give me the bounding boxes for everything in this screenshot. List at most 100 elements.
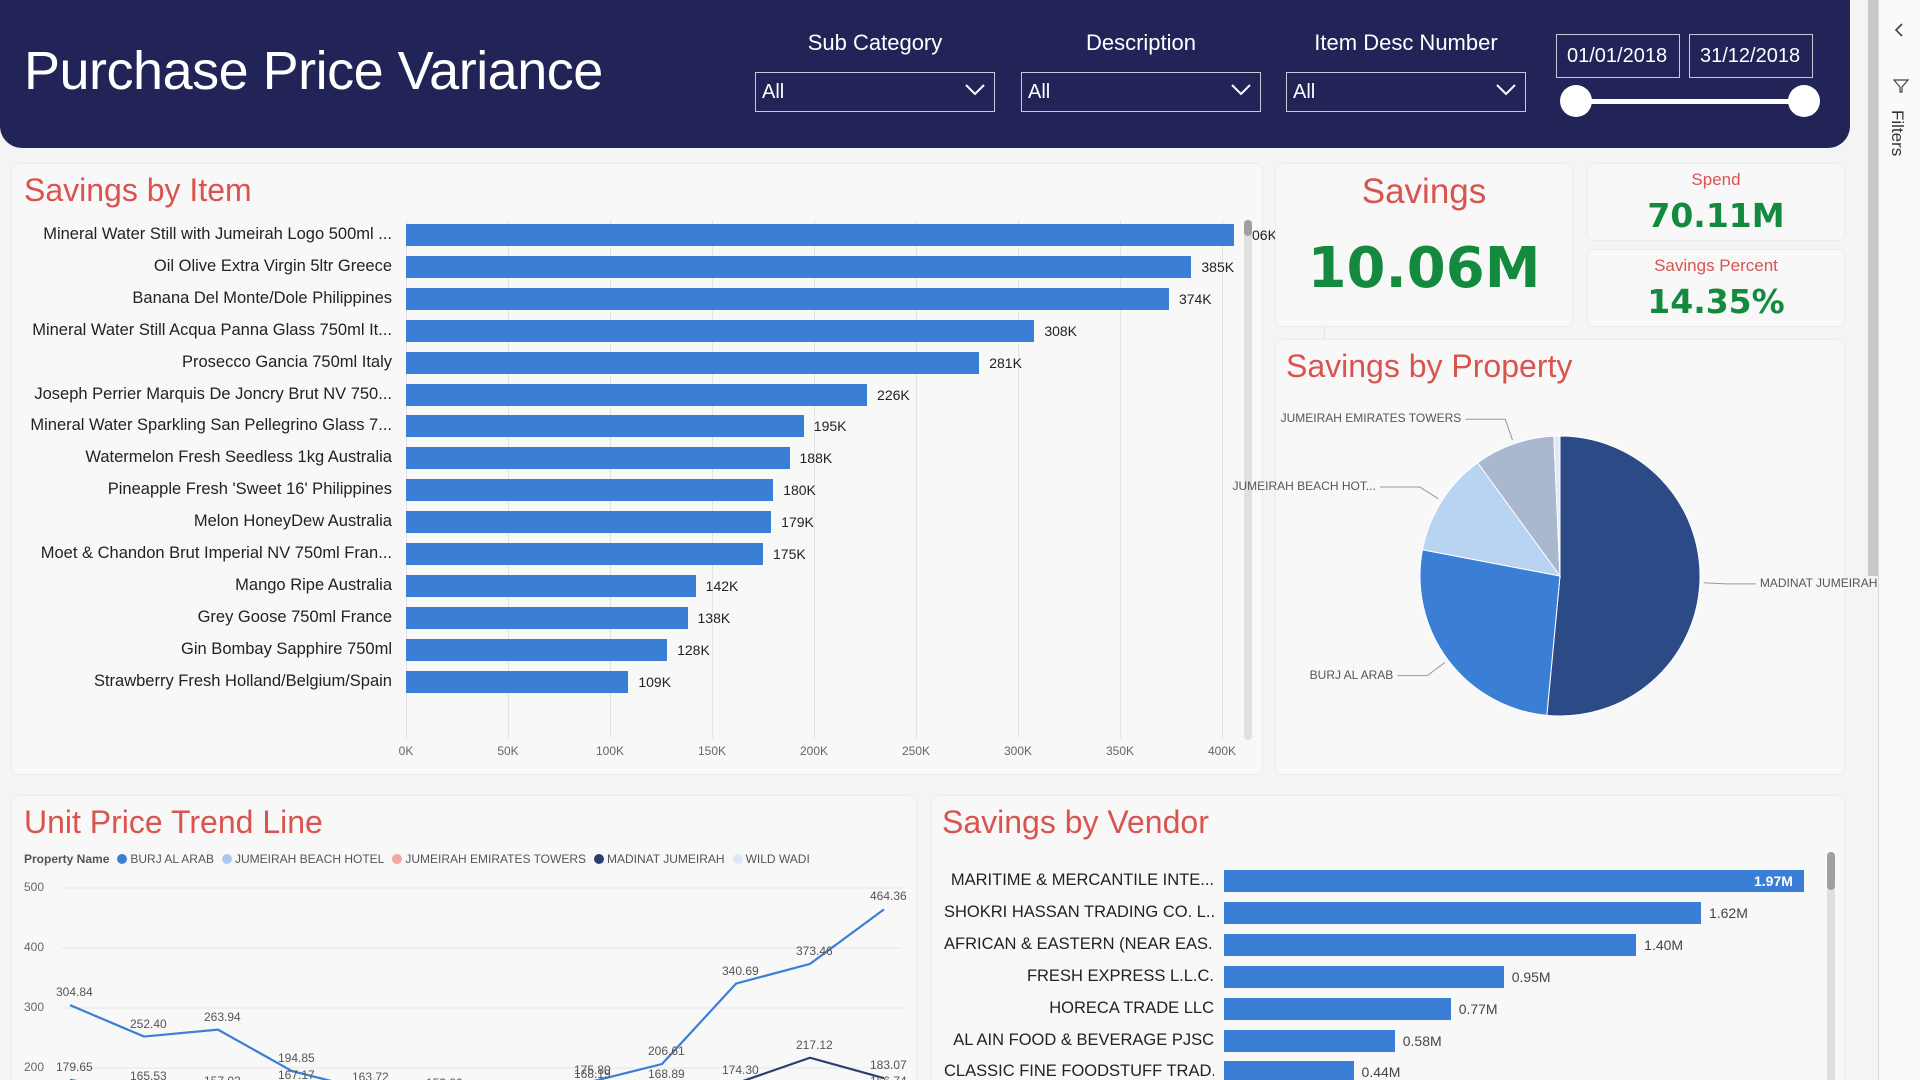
pie-slice-label: BURJ AL ARAB	[1309, 667, 1394, 682]
x-tick-label: 0K	[398, 744, 414, 758]
trend-point-label: 194.85	[278, 1051, 315, 1066]
legend-item-label: MADINAT JUMEIRAH	[607, 852, 725, 866]
description-slicer: Description All	[1021, 30, 1261, 112]
item-label: Mineral Water Sparkling San Pellegrino G…	[30, 416, 392, 435]
x-tick-label: 50K	[497, 744, 519, 758]
vendor-bar[interactable]	[1224, 1029, 1395, 1052]
page-scrollbar[interactable]	[1868, 0, 1878, 576]
vendor-value-label: 0.95M	[1511, 968, 1551, 985]
savings-by-property-card: Savings by Property MADINAT JUMEIRAH BURJ…	[1232, 340, 1877, 774]
item-bar[interactable]	[406, 351, 980, 374]
x-tick-label: 150K	[697, 744, 727, 758]
item-value-label: 406K	[1244, 227, 1277, 243]
date-range-slider-track[interactable]	[1576, 99, 1804, 104]
x-tick-label: 300K	[1003, 744, 1033, 758]
item-bar[interactable]	[406, 415, 804, 438]
item-bar[interactable]	[406, 543, 763, 565]
item-value-label: 188K	[799, 450, 833, 467]
pie-slice	[1419, 549, 1561, 716]
item-bar[interactable]	[406, 479, 774, 502]
trend-point-label: 167.17	[278, 1067, 315, 1080]
vendor-value-label: 1.97M	[1754, 873, 1793, 889]
legend-item[interactable]: BURJ AL ARAB	[117, 852, 214, 866]
item-bar[interactable]	[406, 670, 629, 693]
date-range-start-handle[interactable]	[1560, 85, 1592, 117]
pie-leader-line	[1379, 486, 1439, 500]
vendor-bar[interactable]	[1224, 965, 1504, 988]
vendor-label: FRESH EXPRESS L.L.C.	[1026, 966, 1214, 985]
item-bar[interactable]	[406, 638, 668, 661]
spend-kpi-label: Spend	[1691, 170, 1741, 189]
savings-by-item-card: Savings by Item 0K 50K 100K 150K 200K 250K 300…	[12, 164, 1338, 774]
pie-slice-label: JUMEIRAH BEACH HOT...	[1232, 479, 1376, 494]
item-bar[interactable]	[406, 224, 1235, 246]
trend-point-label: 174.30	[722, 1063, 759, 1078]
legend-item-label: JUMEIRAH EMIRATES TOWERS	[405, 852, 587, 866]
item-bar[interactable]	[406, 255, 1192, 278]
item-label: Gin Bombay Sapphire 750ml	[181, 639, 392, 658]
item-chart-scroll-thumb[interactable]	[1244, 220, 1252, 236]
item-desc-number-dropdown[interactable]: All	[1286, 72, 1526, 112]
unit-price-trend-title: Unit Price Trend Line	[24, 804, 323, 840]
sub-category-dropdown[interactable]: All	[755, 72, 995, 112]
trend-point-label: 165.53	[130, 1068, 167, 1080]
trend-point-label: 179.65	[56, 1060, 93, 1075]
item-value-label: 180K	[783, 482, 816, 499]
legend-item-label: WILD WADI	[745, 852, 810, 866]
description-label: Description	[1085, 30, 1197, 55]
item-bar[interactable]	[406, 319, 1035, 342]
filters-pane-collapsed[interactable]: Filters	[1878, 0, 1920, 1080]
savings-kpi-value: 10.06M	[1307, 236, 1541, 301]
vendor-label: CLASSIC FINE FOODSTUFF TRAD...	[944, 1062, 1214, 1080]
trend-point-label: 304.84	[56, 985, 93, 1000]
item-chart-scrollbar[interactable]	[1244, 220, 1252, 740]
vendor-label: HORECA TRADE LLC	[1049, 998, 1214, 1017]
vendor-bar[interactable]	[1224, 997, 1451, 1020]
item-value-label: 226K	[877, 386, 910, 403]
trend-point-label: 156.74	[870, 1074, 907, 1080]
pie-slice	[1421, 462, 1562, 577]
item-bar[interactable]	[406, 606, 688, 629]
item-value-label: 128K	[677, 641, 710, 658]
item-bar[interactable]	[406, 287, 1169, 310]
sub-category-value: All	[762, 81, 785, 103]
vendor-bar[interactable]	[1224, 870, 1804, 892]
savings-by-vendor-card: Savings by Vendor MARITIME & MERCANTILE …	[932, 796, 1844, 1080]
sub-category-slicer: Sub Category All	[755, 30, 995, 112]
item-bar[interactable]	[406, 383, 868, 406]
legend-item[interactable]: JUMEIRAH BEACH HOTEL	[221, 852, 384, 866]
item-bar[interactable]	[406, 511, 772, 534]
x-gridline	[916, 220, 917, 738]
x-tick-label: 400K	[1207, 744, 1237, 758]
description-dropdown[interactable]: All	[1021, 72, 1261, 112]
date-start-input[interactable]: 01/01/2018	[1556, 34, 1680, 78]
savings-percent-kpi-value: 14.35%	[1647, 282, 1785, 321]
vendor-bar[interactable]	[1224, 1061, 1354, 1080]
trend-point-label: 263.94	[204, 1009, 241, 1024]
legend-item[interactable]: WILD WADI	[732, 852, 810, 866]
header-banner: Purchase Price Variance Sub Category All…	[0, 0, 1850, 148]
trend-point-label: 340.69	[722, 963, 759, 978]
item-bar[interactable]	[406, 574, 696, 597]
sub-category-label: Sub Category	[807, 30, 943, 55]
vendor-chart-scroll-thumb[interactable]	[1827, 852, 1835, 890]
y-tick-label: 500	[24, 880, 45, 894]
vendor-chart-scrollbar[interactable]	[1827, 852, 1835, 1080]
description-value: All	[1028, 81, 1051, 103]
item-label: Oil Olive Extra Virgin 5ltr Greece	[153, 256, 392, 275]
legend-item[interactable]: MADINAT JUMEIRAH	[594, 852, 725, 866]
vendor-value-label: 0.44M	[1361, 1064, 1401, 1080]
vendor-label: SHOKRI HASSAN TRADING CO. L...	[944, 902, 1214, 921]
chevron-left-icon[interactable]	[1891, 20, 1907, 40]
x-gridline	[610, 220, 611, 738]
vendor-bar[interactable]	[1224, 901, 1701, 924]
date-end-input[interactable]: 31/12/2018	[1689, 34, 1813, 78]
vendor-bar[interactable]	[1224, 933, 1637, 956]
chevron-down-icon	[1496, 84, 1516, 96]
legend-item[interactable]: JUMEIRAH EMIRATES TOWERS	[392, 852, 586, 866]
item-label: Strawberry Fresh Holland/Belgium/Spain	[93, 671, 392, 690]
date-range-end-handle[interactable]	[1788, 85, 1820, 117]
unit-price-trend-card: Unit Price Trend Line 500 400 300 200 304.84…	[12, 796, 916, 1080]
item-bar[interactable]	[406, 447, 790, 470]
